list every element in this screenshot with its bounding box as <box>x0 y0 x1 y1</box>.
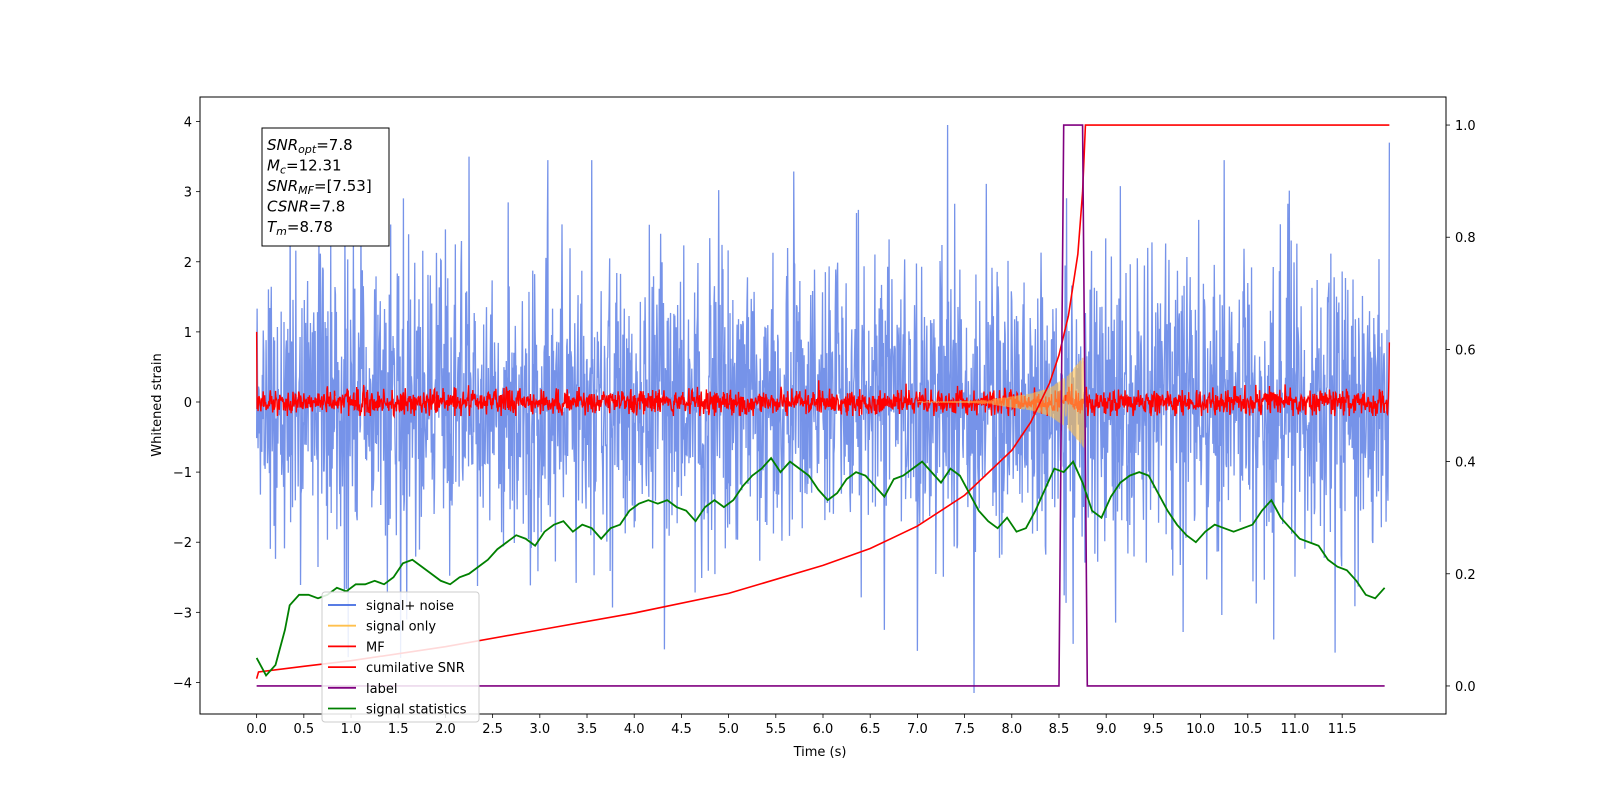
x-tick-label: 7.5 <box>954 722 975 737</box>
x-tick-label: 10.5 <box>1233 722 1262 737</box>
legend-entry-label: cumilative SNR <box>366 661 465 676</box>
x-tick-label: 6.5 <box>860 722 881 737</box>
y-right-tick-label: 1.0 <box>1455 119 1476 134</box>
legend-entry-label: signal+ noise <box>366 599 454 614</box>
stats-box-row: Tm=8.78 <box>267 218 333 238</box>
series-signal-only-line <box>917 357 1087 448</box>
legend-frame <box>321 591 480 723</box>
stats-box-row: Mc=12.31 <box>267 157 342 177</box>
x-tick-label: 5.5 <box>765 722 786 737</box>
stats-subscript: MF <box>298 184 314 197</box>
stats-subscript: opt <box>298 143 317 156</box>
stats-box-row: SNRMF=[7.53] <box>267 177 372 197</box>
y-right-tick-label: 0.8 <box>1455 231 1476 246</box>
stats-value: =8.78 <box>287 218 333 236</box>
legend-entry-label: label <box>366 682 397 697</box>
series-signal-statistics-line <box>255 456 1386 677</box>
x-tick-label: 11.5 <box>1328 722 1357 737</box>
stats-box: SNRopt=7.8Mc=12.31SNRMF=[7.53]CSNR=7.8Tm… <box>261 127 390 247</box>
legend-entry-label: MF <box>366 640 385 655</box>
stats-symbol: T <box>267 218 278 236</box>
legend-entry-label: signal statistics <box>366 703 467 718</box>
stats-symbol: SNR <box>267 136 298 154</box>
x-tick-label: 1.5 <box>388 722 409 737</box>
stats-box-row: CSNR=7.8 <box>267 198 345 216</box>
x-tick-label: 9.0 <box>1096 722 1117 737</box>
x-tick-label: 3.0 <box>529 722 550 737</box>
series-label-line <box>256 124 1385 687</box>
x-tick-label: 0.0 <box>246 722 267 737</box>
stats-box-frame <box>261 127 390 247</box>
stats-symbol: CSNR <box>267 198 309 216</box>
stats-value: =7.8 <box>309 198 345 216</box>
x-tick-label: 8.5 <box>1049 722 1070 737</box>
x-tick-label: 11.0 <box>1280 722 1309 737</box>
x-tick-label: 4.0 <box>624 722 645 737</box>
x-tick-label: 2.5 <box>482 722 503 737</box>
x-tick-label: 6.0 <box>813 722 834 737</box>
legend-entry-label: signal only <box>366 620 436 635</box>
stats-box-row: SNRopt=7.8 <box>267 136 353 156</box>
y-tick-label: −4 <box>173 676 192 691</box>
x-tick-label: 10.0 <box>1186 722 1215 737</box>
y-right-tick-label: 0.2 <box>1455 568 1476 583</box>
x-tick-label: 4.5 <box>671 722 692 737</box>
stats-symbol: M <box>267 157 280 175</box>
series-mf-line <box>255 331 1391 419</box>
x-tick-label: 8.0 <box>1001 722 1022 737</box>
y-right-tick-label: 0.6 <box>1455 343 1476 358</box>
y-right-tick-label: 0.4 <box>1455 456 1476 471</box>
series-signal-noise-line <box>255 125 1391 693</box>
stats-subscript: c <box>280 164 286 177</box>
y-right-tick-label: 0.0 <box>1455 680 1476 695</box>
x-tick-label: 9.5 <box>1143 722 1164 737</box>
y-tick-label: 2 <box>184 256 192 271</box>
y-tick-label: 3 <box>184 186 192 201</box>
x-tick-label: 1.0 <box>341 722 362 737</box>
x-tick-label: 3.5 <box>577 722 598 737</box>
y-tick-label: −3 <box>173 606 192 621</box>
axes: 0.0 0.5 1.0 1.5 2.0 2.5 3.0 3.5 4.0 4.5 5.0 5.5 6.0 6… <box>173 116 1476 737</box>
y-tick-label: −1 <box>173 466 192 481</box>
y-tick-label: 0 <box>184 396 192 411</box>
legend: signal+ noise signal only MF cumilative SNR… <box>321 591 480 723</box>
y-tick-label: 4 <box>184 116 192 131</box>
x-tick-label: 7.0 <box>907 722 928 737</box>
x-axis-label: Time (s) <box>793 745 847 760</box>
x-tick-label: 0.5 <box>293 722 314 737</box>
y-tick-label: −2 <box>173 536 192 551</box>
stats-value: =12.31 <box>286 157 342 175</box>
stats-value: =7.8 <box>316 136 352 154</box>
x-tick-label: 2.0 <box>435 722 456 737</box>
x-tick-label: 5.0 <box>718 722 739 737</box>
stats-subscript: m <box>276 225 287 238</box>
stats-symbol: SNR <box>267 177 298 195</box>
y-tick-label: 1 <box>184 326 192 341</box>
y-axis-label: Whitened strain <box>150 353 165 456</box>
stats-value: =[7.53] <box>314 177 372 195</box>
